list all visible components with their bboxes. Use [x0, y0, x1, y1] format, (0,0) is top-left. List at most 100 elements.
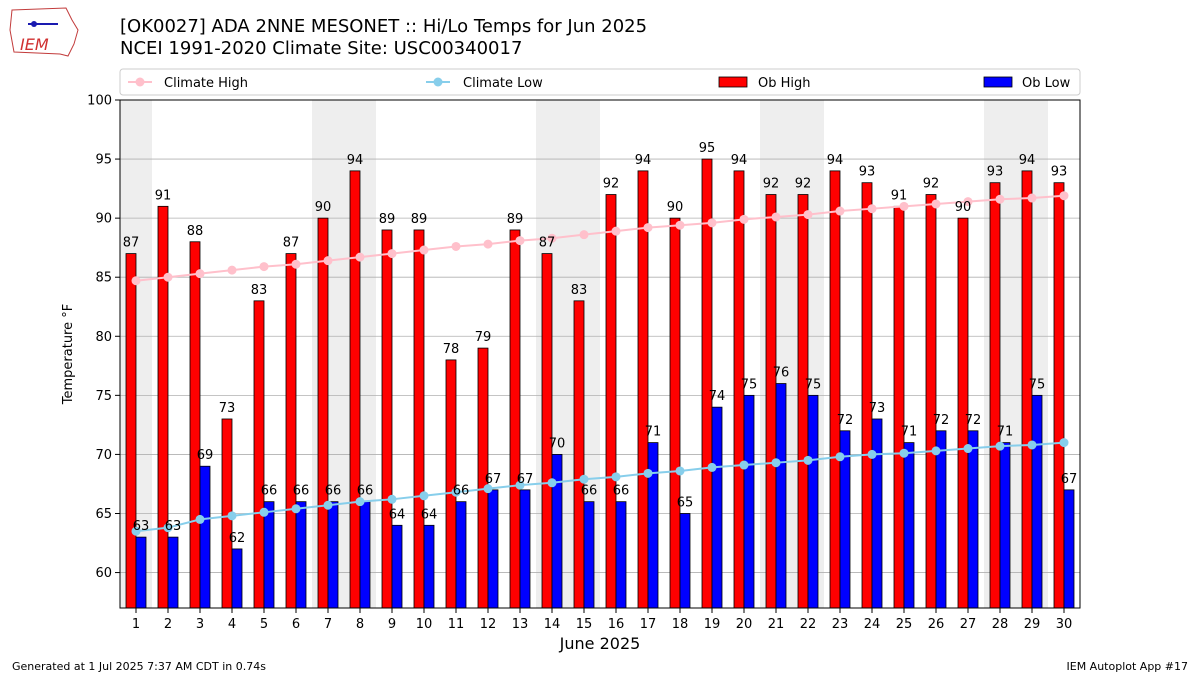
ob-low-bar-day-12: [487, 489, 499, 609]
legend: Climate High Climate Low Ob High Ob Low: [119, 68, 1081, 96]
x-tick-label-7: 7: [324, 617, 332, 632]
y-tick-label-85: 85: [95, 271, 112, 286]
climate-low-point-day-26: [931, 446, 941, 456]
legend-climate-high-label: Climate High: [164, 76, 248, 91]
climate-low-point-day-11: [451, 487, 461, 497]
climate-low-line: [135, 441, 1065, 533]
climate-low-point-day-27: [963, 444, 973, 454]
generated-timestamp: Generated at 1 Jul 2025 7:37 AM CDT in 0…: [12, 660, 266, 673]
ob-low-bar-day-15: [583, 501, 595, 609]
ob-high-label-day-1: 87: [123, 236, 140, 251]
climate-high-point-day-9: [387, 249, 397, 259]
y-axis-label: Temperature °F: [61, 304, 76, 405]
title-line-2: NCEI 1991-2020 Climate Site: USC00340017: [120, 38, 523, 59]
climate-low-point-day-21: [771, 458, 781, 468]
climate-high-point-day-6: [291, 259, 301, 269]
logo-dot: [31, 21, 37, 27]
ob-low-label-day-3: 69: [197, 448, 214, 463]
x-tick-label-19: 19: [704, 617, 721, 632]
climate-low-point-day-1: [131, 526, 141, 536]
climate-low-point-day-30: [1059, 438, 1069, 448]
climate-high-point-day-27: [963, 197, 973, 207]
legend-box: [119, 68, 1081, 96]
climate-high-point-day-29: [1027, 193, 1037, 203]
ob-high-label-day-22: 92: [795, 177, 812, 192]
ob-low-label-day-24: 73: [869, 401, 886, 416]
x-tick-label-12: 12: [480, 617, 497, 632]
ob-high-label-day-12: 79: [475, 330, 492, 345]
ob-low-label-day-9: 64: [389, 507, 406, 522]
climate-low-point-day-22: [803, 455, 813, 465]
climate-low-point-day-15: [579, 474, 589, 484]
y-tick-label-65: 65: [95, 507, 112, 522]
ob-high-label-day-23: 94: [827, 153, 844, 168]
x-tick-label-17: 17: [640, 617, 657, 632]
ob-high-label-day-5: 83: [251, 283, 268, 298]
ob-low-bar-day-5: [263, 501, 275, 609]
ob-low-label-day-29: 75: [1029, 377, 1046, 392]
climate-high-point-day-13: [515, 236, 525, 246]
ob-high-label-day-10: 89: [411, 212, 428, 227]
ob-high-label-day-4: 73: [219, 401, 236, 416]
climate-low-point-day-14: [547, 478, 557, 488]
x-tick-label-3: 3: [196, 617, 204, 632]
ob-high-bar-day-8: [349, 170, 361, 609]
ob-low-label-day-27: 72: [965, 413, 982, 428]
climate-low-point-day-9: [387, 494, 397, 504]
ob-low-bar-day-27: [967, 430, 979, 609]
ob-high-label-day-30: 93: [1051, 165, 1068, 180]
ob-high-label-day-27: 90: [955, 200, 972, 215]
climate-high-point-day-28: [995, 194, 1005, 204]
ob-low-bar-day-30: [1063, 489, 1075, 609]
climate-low-point-day-13: [515, 480, 525, 490]
climate-high-point-day-8: [355, 252, 365, 262]
ob-low-label-day-28: 71: [997, 425, 1014, 440]
ob-high-bar-day-3: [189, 241, 201, 609]
ob-low-bar-day-4: [231, 548, 243, 609]
x-tick-label-15: 15: [576, 617, 593, 632]
climate-high-point-day-14: [547, 233, 557, 243]
ob-low-bar-day-26: [935, 430, 947, 609]
x-tick-label-14: 14: [544, 617, 561, 632]
ob-low-bar-day-17: [647, 442, 659, 609]
climate-high-point-day-20: [739, 214, 749, 224]
x-tick-label-24: 24: [864, 617, 881, 632]
ob-low-label-day-17: 71: [645, 425, 662, 440]
ob-high-label-day-6: 87: [283, 236, 300, 251]
climate-low-point-day-16: [611, 472, 621, 482]
climate-high-point-day-21: [771, 212, 781, 222]
x-tick-label-18: 18: [672, 617, 689, 632]
ob-high-label-day-16: 92: [603, 177, 620, 192]
ob-low-label-day-4: 62: [229, 531, 246, 546]
ob-high-bar-day-18: [669, 217, 681, 609]
ob-high-label-day-2: 91: [155, 188, 172, 203]
y-tick-label-75: 75: [95, 389, 112, 404]
x-tick-label-20: 20: [736, 617, 753, 632]
ob-high-label-day-29: 94: [1019, 153, 1036, 168]
ob-high-label-day-26: 92: [923, 177, 940, 192]
ob-high-label-day-8: 94: [347, 153, 364, 168]
ob-low-label-day-23: 72: [837, 413, 854, 428]
ob-low-label-day-30: 67: [1061, 472, 1078, 487]
x-axis-label: June 2025: [559, 634, 641, 653]
ob-low-bar-day-14: [551, 454, 563, 609]
x-tick-label-13: 13: [512, 617, 529, 632]
ob-high-bar-day-1: [125, 253, 137, 609]
ob-high-bar-day-6: [285, 253, 297, 609]
plot-frame: [119, 99, 1081, 609]
climate-high-point-day-18: [675, 220, 685, 230]
climate-high-point-day-30: [1059, 191, 1069, 201]
y-tick-label-95: 95: [95, 153, 112, 168]
ob-high-bar-day-26: [925, 194, 937, 609]
ob-high-bar-day-10: [413, 229, 425, 609]
logo-text: IEM: [20, 35, 49, 54]
ob-low-bar-day-29: [1031, 394, 1043, 609]
ob-low-label-day-26: 72: [933, 413, 950, 428]
ob-low-label-day-6: 66: [293, 484, 310, 499]
climate-low-point-day-18: [675, 466, 685, 476]
logo-state-outline: [9, 7, 79, 57]
x-axis: 1 2 3 4 5 6 7 8 9 10 11 12 13 14 15 16 17 18 19 20 21 22 23 24 2…: [132, 608, 1072, 653]
ob-high-label-day-24: 93: [859, 165, 876, 180]
legend-ob-high-label: Ob High: [758, 76, 811, 91]
